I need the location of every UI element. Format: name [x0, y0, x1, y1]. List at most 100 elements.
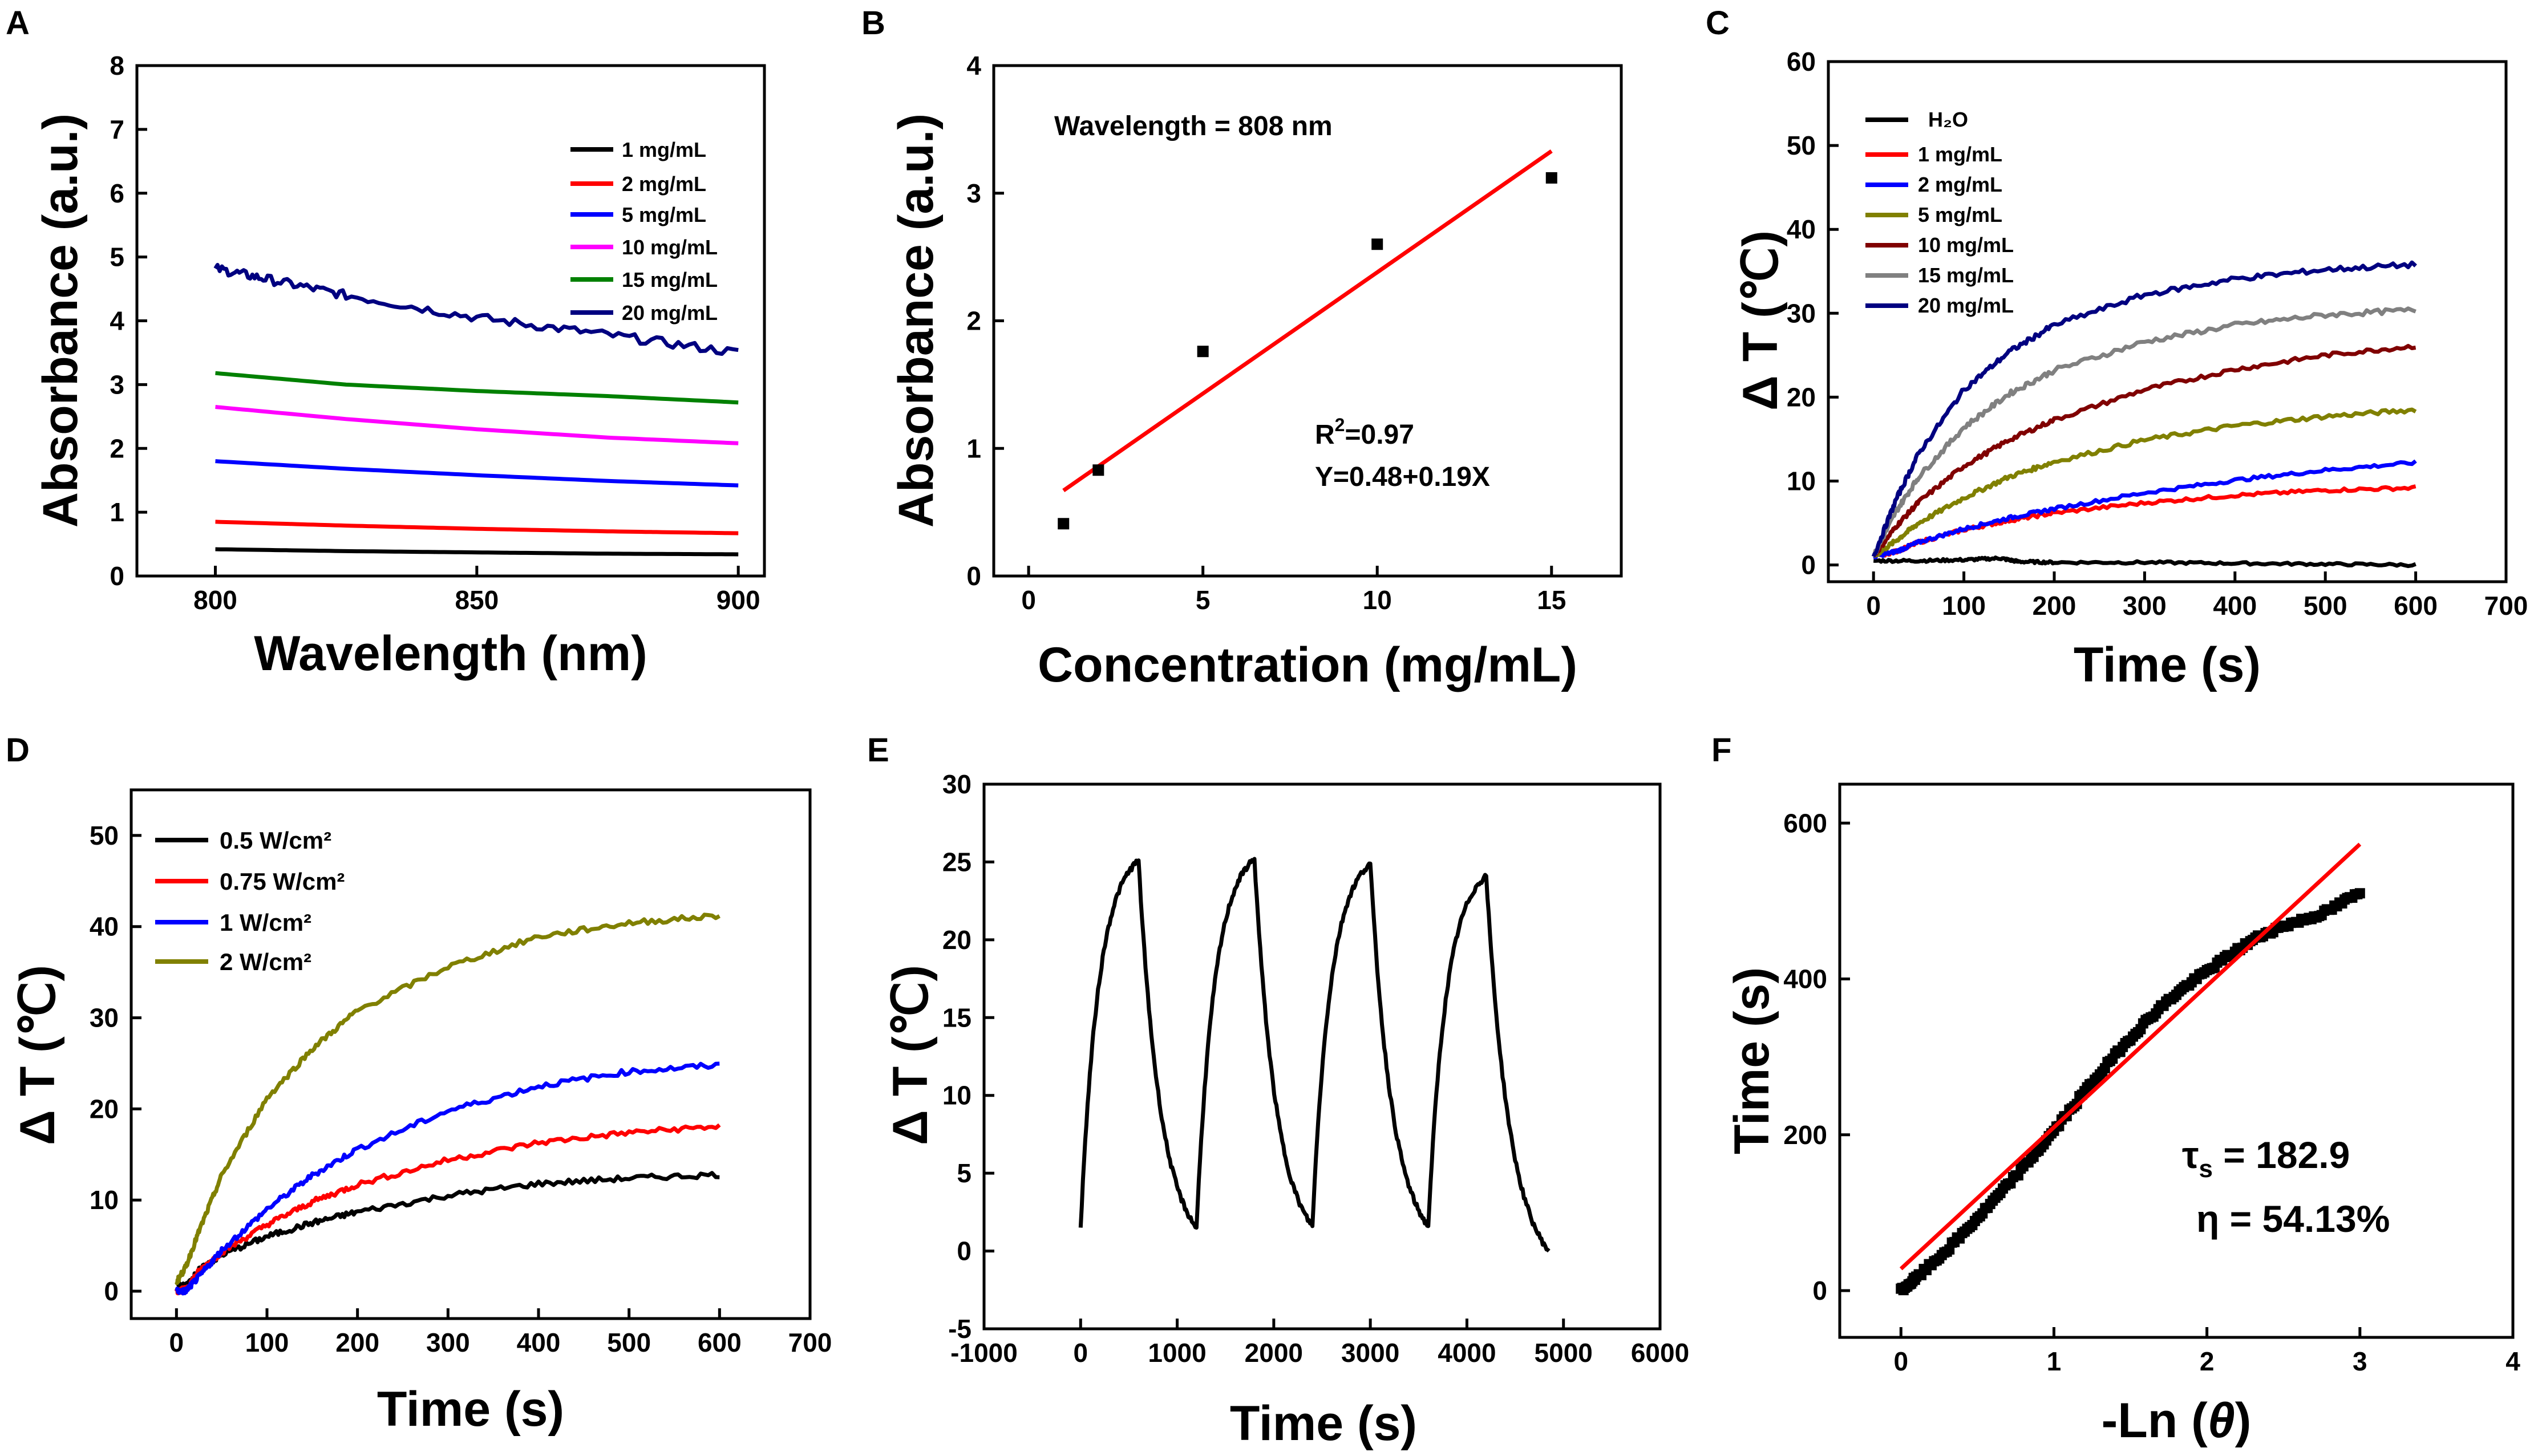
x-label-prefix-f: -Ln ( — [2102, 1393, 2208, 1448]
series-line-c-0 — [1873, 555, 2416, 569]
y-tick-label: 2 — [110, 433, 124, 463]
y-tick-label: 7 — [110, 115, 124, 144]
data-point-b — [1371, 238, 1383, 250]
legend-label-a-5: 20 mg/mL — [622, 301, 718, 325]
series-line-c-4 — [1872, 344, 2416, 558]
series-line-a-1 — [215, 520, 739, 536]
tau-annotation: τs = 182.9 — [2182, 1134, 2350, 1183]
panel-letter-b: B — [861, 5, 885, 42]
panel-b: B 0 5 10 15 0 1 2 3 4 Concentration (mg/mL) Abso… — [861, 5, 1623, 692]
y-tick-label: 15 — [942, 1003, 972, 1032]
x-tick-label: 700 — [2484, 591, 2528, 620]
legend-label-d-2: 1 W/cm² — [220, 909, 311, 936]
data-point-b — [1545, 172, 1557, 184]
legend-label-d-3: 2 W/cm² — [220, 948, 311, 975]
legend-label-a-3: 10 mg/mL — [622, 236, 718, 259]
r2-prefix: R — [1315, 420, 1335, 450]
y-tick-label: 0 — [966, 561, 981, 591]
panel-a: A 800 850 900 0 1 2 3 4 5 6 7 8 Wavelength (nm) Abs… — [6, 5, 766, 681]
y-tick-label: 3 — [966, 179, 981, 208]
y-tick-label: 30 — [1787, 298, 1816, 328]
x-tick-label: 5 — [1196, 585, 1211, 615]
y-tick-label: 0 — [104, 1276, 119, 1306]
panel-letter-a: A — [6, 5, 30, 42]
panel-d: D 0 100 200 300 400 500 600 700 0 10 20 30 40 50 Time… — [6, 732, 832, 1437]
y-tick-label: 0 — [1812, 1276, 1827, 1305]
fit-line-b — [1062, 149, 1553, 492]
y-axis-label-a: Absorbance (a.u.) — [33, 113, 88, 528]
x-tick-label: 600 — [2394, 591, 2438, 620]
y-tick-label: 200 — [1783, 1120, 1827, 1150]
y-axis-label-d: Δ T (℃) — [10, 965, 65, 1145]
series-group-d — [174, 912, 721, 1296]
data-point-b — [1058, 518, 1070, 530]
y-tick-label: 20 — [1787, 382, 1816, 412]
series-group-a — [213, 263, 739, 557]
plot-frame-f — [1838, 782, 2515, 1339]
legend-label-c-6: 20 mg/mL — [1918, 294, 2014, 317]
x-tick-label: -1000 — [950, 1338, 1018, 1368]
y-tick-label: 600 — [1783, 808, 1827, 838]
data-point-b — [1197, 346, 1209, 358]
y-tick-label: 1 — [110, 497, 124, 527]
axis-ticks-a: 800 850 900 0 1 2 3 4 5 6 7 8 — [110, 51, 760, 615]
r2-exponent: 2 — [1335, 415, 1345, 435]
x-axis-label-f: -Ln (θ) — [2102, 1393, 2252, 1448]
y-tick-label: 10 — [90, 1185, 119, 1215]
panel-letter-f: F — [1711, 732, 1731, 769]
x-axis-label-e: Time (s) — [1230, 1396, 1417, 1451]
x-tick-label: 200 — [2033, 591, 2076, 620]
axis-ticks-b: 0 5 10 15 0 1 2 3 4 — [966, 51, 1566, 615]
efficiency-annotation: η = 54.13% — [2196, 1198, 2390, 1240]
y-tick-label: 20 — [90, 1094, 119, 1124]
series-line-c-1 — [1872, 484, 2416, 559]
y-tick-label: 4 — [966, 51, 981, 80]
y-tick-label: 60 — [1787, 47, 1816, 76]
series-line-c-6 — [1871, 260, 2417, 558]
data-point-b — [1092, 464, 1104, 476]
series-line-c-5 — [1872, 306, 2416, 558]
legend-label-a-0: 1 mg/mL — [622, 138, 706, 161]
x-tick-label: 0 — [1073, 1338, 1088, 1368]
r2-value: =0.97 — [1345, 420, 1414, 450]
series-group-c — [1871, 260, 2417, 569]
x-tick-label: 100 — [1942, 591, 1986, 620]
series-line-d-1 — [174, 1123, 721, 1296]
series-line-c-2 — [1872, 459, 2417, 559]
series-line-a-5 — [213, 263, 739, 356]
y-axis-label-c: Δ T (℃) — [1733, 230, 1788, 411]
data-point-f — [2354, 888, 2365, 899]
legend-label-d-1: 0.75 W/cm² — [220, 868, 345, 895]
y-tick-label: 2 — [966, 306, 981, 336]
x-tick-label: 300 — [2123, 591, 2167, 620]
series-line-a-4 — [215, 371, 739, 405]
y-tick-label: 5 — [957, 1158, 972, 1188]
tau-symbol: τ — [2182, 1134, 2199, 1176]
x-tick-label: 1 — [2047, 1347, 2062, 1376]
x-tick-label: 2000 — [1245, 1338, 1303, 1368]
panel-letter-e: E — [867, 732, 889, 769]
x-tick-label: 100 — [245, 1328, 289, 1357]
y-tick-label: 50 — [1787, 131, 1816, 160]
panel-e: E -1000 0 1000 2000 3000 4000 5000 6000 -5 0 5 10 15… — [867, 732, 1689, 1451]
series-line-d-0 — [175, 1171, 720, 1291]
legend-label-c-3: 5 mg/mL — [1918, 203, 2002, 226]
x-axis-label-a: Wavelength (nm) — [254, 626, 647, 681]
x-axis-label-c: Time (s) — [2074, 638, 2261, 692]
y-tick-label: 5 — [110, 242, 124, 272]
x-tick-label: 800 — [193, 585, 237, 615]
series-group-b — [1058, 149, 1557, 530]
plot-frame-c — [1827, 60, 2508, 583]
series-group-e — [1078, 857, 1551, 1253]
x-axis-label-b: Concentration (mg/mL) — [1038, 638, 1577, 692]
series-line-a-2 — [215, 459, 739, 488]
plot-frame-e — [982, 782, 1662, 1331]
tau-subscript: s — [2199, 1155, 2212, 1183]
y-tick-label: 3 — [110, 370, 124, 399]
axis-ticks-d: 0 100 200 300 400 500 600 700 0 10 20 30 40 50 — [90, 821, 832, 1357]
x-tick-label: 2 — [2200, 1347, 2215, 1376]
x-axis-label-d: Time (s) — [377, 1382, 564, 1437]
x-tick-label: 850 — [455, 585, 499, 615]
y-tick-label: 20 — [942, 925, 972, 955]
